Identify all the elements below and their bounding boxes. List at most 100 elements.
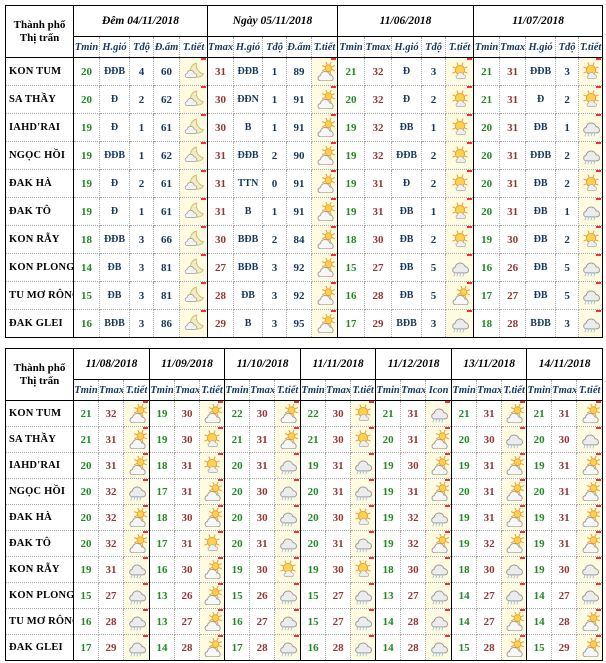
cell-tmax: 31	[249, 452, 276, 479]
cell-tmax: 27	[400, 582, 427, 609]
sun-behind-cloud-icon	[122, 400, 151, 427]
cell-num: 62	[153, 141, 180, 170]
cell-tmin: 20	[73, 57, 100, 86]
date-header: 11/08/2018	[72, 348, 151, 380]
cell-tmax: 28	[249, 634, 276, 661]
table-row: NGỌC HỒI 20 32 17 31 20 30 20 31 19 31 20 31 20 31	[5, 478, 604, 505]
table-row: KON RẪY 19 31 16 30 19 30 19 30 18 30 18 30 19 30	[5, 556, 604, 583]
cell-num: 91	[286, 113, 313, 142]
cell-tmax: 31	[325, 530, 352, 557]
column-header: Tmin	[73, 36, 100, 58]
cell-tmax: 30	[325, 400, 352, 427]
comment-mark	[201, 170, 207, 172]
cell-wind: BĐB	[99, 309, 130, 338]
cell-wind: Đ	[525, 85, 557, 114]
column-header: Tmin	[73, 379, 99, 401]
cell-tmin: 19	[337, 141, 366, 170]
comment-mark	[143, 401, 149, 403]
cell-tmax: 31	[551, 452, 578, 479]
cell-tmax: 28	[551, 608, 578, 635]
cell-num: 3	[129, 281, 154, 310]
sun-behind-cloud-icon	[501, 478, 528, 505]
table-row: TU MƠ RÔNG 15 ĐB 3 81 28 ĐB 3 92 16 28 ĐB 5 17 27 ĐB 5	[5, 281, 604, 310]
cell-tmin: 21	[375, 400, 402, 427]
cell-wind: BĐB	[233, 253, 264, 282]
cell-wind: ĐB	[391, 197, 423, 226]
cell-num: 3	[129, 253, 154, 282]
comment-mark	[218, 401, 224, 403]
comment-mark	[596, 505, 602, 507]
cell-tmin: 18	[73, 225, 100, 254]
comment-mark	[520, 531, 526, 533]
cell-tmin: 19	[149, 400, 176, 427]
rain-cloud-icon	[122, 556, 151, 583]
sun-behind-cloud-icon	[425, 426, 453, 453]
cell-tmax: 30	[174, 400, 201, 427]
cell-num: 89	[286, 57, 313, 86]
rain-cloud-icon	[576, 426, 604, 453]
cell-tmin: 17	[337, 309, 366, 338]
comment-mark	[294, 479, 300, 481]
cell-num: 2	[421, 141, 447, 170]
cell-tmin: 20	[526, 426, 553, 453]
rain-cloud-icon	[578, 281, 604, 310]
cell-tmin: 14	[451, 582, 478, 609]
cell-tmin: 21	[224, 426, 251, 453]
comment-mark	[467, 310, 473, 312]
city-name: SA THẦY	[5, 85, 74, 114]
cell-num: 1	[555, 113, 580, 142]
moon-cloud-icon	[178, 113, 209, 142]
cell-tmin: 13	[149, 608, 176, 635]
comment-mark	[596, 635, 602, 637]
column-header: Đ.ẩm	[153, 36, 180, 58]
cell-tmax: 32	[98, 478, 124, 505]
cell-tmax: 30	[551, 426, 578, 453]
table-row: ĐAK GLEI 17 29 14 28 17 28 16 28 14 28 15 28 15 29	[5, 634, 604, 661]
comment-mark	[143, 531, 149, 533]
cell-tmax: 31	[476, 452, 503, 479]
cell-tmin: 16	[300, 634, 327, 661]
city-name: KON RẪY	[5, 225, 74, 254]
cell-num: 5	[555, 253, 580, 282]
cell-num: 81	[153, 253, 180, 282]
cell-tmin: 19	[73, 141, 100, 170]
cell-num: 5	[421, 253, 447, 282]
sun-behind-cloud-icon	[199, 608, 226, 635]
cell-tmax: 30	[400, 452, 427, 479]
cell-tmax: 31	[98, 556, 124, 583]
cell-num: 62	[153, 85, 180, 114]
comment-mark	[201, 142, 207, 144]
cell-tmin: 15	[526, 634, 553, 661]
sun-small-cloud-icon	[350, 504, 377, 531]
cell-num: 86	[153, 309, 180, 338]
column-header: T.tiết	[501, 379, 528, 401]
city-name: KON PLONG	[5, 253, 74, 282]
sun-behind-cloud-icon	[425, 530, 453, 557]
cell-tmax: 32	[364, 57, 393, 86]
cell-num: 95	[286, 309, 313, 338]
cell-num: 2	[421, 169, 447, 198]
cell-tmax: 31	[207, 197, 235, 226]
cell-tmax: 31	[325, 478, 352, 505]
comment-mark	[218, 505, 224, 507]
cell-tmax: 27	[551, 582, 578, 609]
comment-mark	[143, 453, 149, 455]
date-header: 11/07/2018	[473, 5, 604, 37]
cell-tmin: 14	[149, 634, 176, 661]
city-name: SA THẦY	[5, 426, 74, 453]
cell-tmin: 19	[451, 504, 478, 531]
cell-tmin: 14	[451, 608, 478, 635]
comment-mark	[331, 58, 337, 60]
cell-num: 2	[129, 85, 154, 114]
comment-mark	[467, 282, 473, 284]
column-header: Tđộ	[262, 36, 288, 58]
city-name: ĐAK HÀ	[5, 169, 74, 198]
column-header: Tmax	[98, 379, 124, 401]
sun-behind-cloud-icon	[311, 113, 339, 142]
cell-num: 2	[555, 85, 580, 114]
cell-wind: B	[233, 309, 264, 338]
cell-wind: ĐB	[391, 253, 423, 282]
cell-tmax: 32	[98, 530, 124, 557]
sun-behind-cloud-icon	[501, 452, 528, 479]
cell-tmax: 30	[174, 556, 201, 583]
